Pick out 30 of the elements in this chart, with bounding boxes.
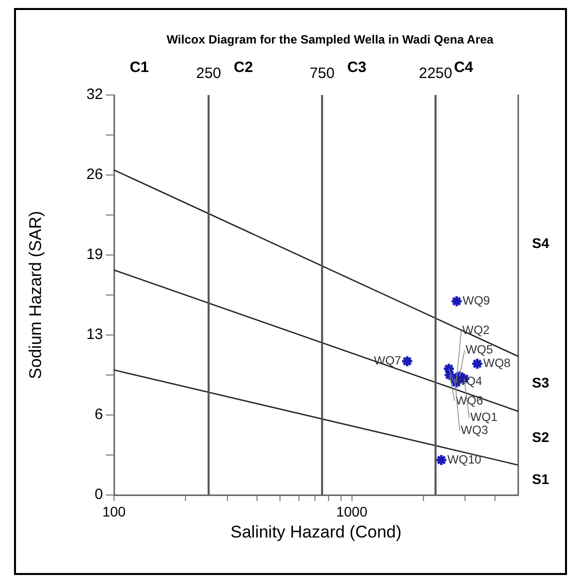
text: C1: [130, 59, 149, 76]
text: C2: [234, 59, 253, 76]
annotation: WQ8: [483, 356, 511, 370]
y-axis-title: Sodium Hazard (SAR): [26, 210, 45, 380]
y-tick-label: 13: [86, 326, 103, 344]
ref-line-label: 250: [196, 65, 222, 82]
x-axis-title: Salinity Hazard (Cond): [230, 522, 402, 542]
chart-title: Wilcox Diagram for the Sampled Wella in Wadi Qena Area: [166, 32, 494, 46]
annotation: WQ3: [460, 423, 488, 438]
text: S3: [532, 374, 550, 391]
annotation: WQ7: [374, 354, 402, 368]
text: S1: [532, 470, 550, 487]
text: S4: [532, 235, 550, 252]
x-tick-label: 1000: [336, 503, 368, 520]
y-tick-label: 26: [86, 166, 103, 184]
annotation: WQ10: [447, 452, 482, 466]
x-tick-label: 100: [102, 503, 126, 520]
annotation: WQ9: [462, 294, 490, 308]
text: C4: [454, 59, 474, 76]
ref-line-label: 750: [310, 65, 335, 82]
text: S2: [532, 428, 550, 445]
text: C3: [347, 59, 366, 76]
annotation: WQ2: [462, 322, 490, 337]
y-tick-label: 6: [94, 406, 103, 424]
y-tick-label: 19: [86, 246, 103, 264]
annotation: WQ1: [470, 410, 498, 424]
annotation: WQ5: [466, 342, 494, 357]
y-tick-label: 0: [94, 486, 103, 504]
y-tick-label: 32: [86, 86, 103, 104]
ref-line-label: 2250: [418, 65, 452, 82]
